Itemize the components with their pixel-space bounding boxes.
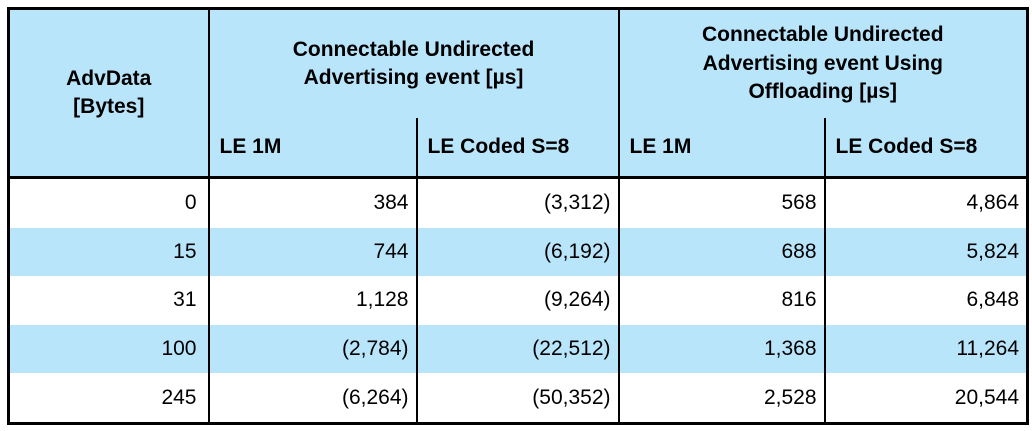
group1-line2: Advertising event [µs] [303,66,524,89]
cell-event-lecoded: (3,312) [415,177,619,228]
cell-offload-lecoded: 4,864 [823,177,1028,228]
group-header-offloading: Connectable Undirected Advertising event… [618,8,1028,118]
subheader-row: LE 1M LE Coded S=8 LE 1M LE Coded S=8 [9,118,1028,178]
cell-event-le1m: 744 [207,227,417,277]
subheader-le1m-offloading: LE 1M [617,118,825,178]
cell-event-lecoded: (50,352) [415,373,619,424]
table-row: 31 1,128 (9,264) 816 6,848 [8,276,1028,325]
cell-offload-lecoded: 11,264 [823,324,1028,374]
cell-advdata: 100 [8,324,209,374]
group1-line1: Connectable Undirected [292,37,535,61]
cell-offload-lecoded: 5,824 [823,227,1028,277]
table-row: 0 384 (3,312) 568 4,864 [8,177,1028,228]
table-body: 0 384 (3,312) 568 4,864 15 744 (6,192) 6… [8,177,1028,424]
cell-advdata: 245 [8,373,209,424]
cell-offload-lecoded: 6,848 [823,276,1028,325]
cell-event-lecoded: (6,192) [415,227,619,277]
advertising-event-duration-table: AdvData [Bytes] Connectable Undirected A… [7,7,1030,425]
cell-offload-le1m: 816 [617,276,825,325]
table-row: 245 (6,264) (50,352) 2,528 20,544 [8,373,1028,424]
cell-offload-le1m: 688 [617,227,825,277]
group2-line1: Connectable Undirected [702,23,944,47]
group2-line3: Offloading [µs] [748,80,898,104]
table-row: 100 (2,784) (22,512) 1,368 11,264 [8,324,1028,374]
cell-offload-le1m: 2,528 [617,373,825,424]
cell-event-le1m: 1,128 [207,276,417,325]
group2-line2: Advertising event Using [702,51,943,75]
cell-event-lecoded: (22,512) [415,324,619,374]
group-header-connectable-undirected: Connectable Undirected Advertising event… [208,8,620,118]
cell-event-le1m: (2,784) [207,324,417,374]
cell-offload-le1m: 1,368 [617,324,825,374]
subheader-lecoded-offloading: LE Coded S=8 [823,118,1028,178]
advdata-header-line1: AdvData [66,66,152,90]
cell-offload-lecoded: 20,544 [823,373,1028,424]
cell-advdata: 15 [8,227,209,277]
cell-event-le1m: 384 [207,177,417,228]
advdata-header-line2: [Bytes] [73,95,145,118]
cell-offload-le1m: 568 [617,177,825,228]
table-row: 15 744 (6,192) 688 5,824 [8,227,1028,277]
cell-event-le1m: (6,264) [207,373,417,424]
cell-advdata: 0 [8,177,209,228]
subheader-le1m-event: LE 1M [208,118,417,178]
advdata-header-cell: AdvData [Bytes] [8,8,210,178]
group-header-row: AdvData [Bytes] Connectable Undirected A… [8,8,1028,178]
subheader-lecoded-event: LE Coded S=8 [415,118,619,178]
cell-event-lecoded: (9,264) [415,276,619,325]
table-header: AdvData [Bytes] Connectable Undirected A… [8,8,1028,178]
cell-advdata: 31 [8,276,209,325]
